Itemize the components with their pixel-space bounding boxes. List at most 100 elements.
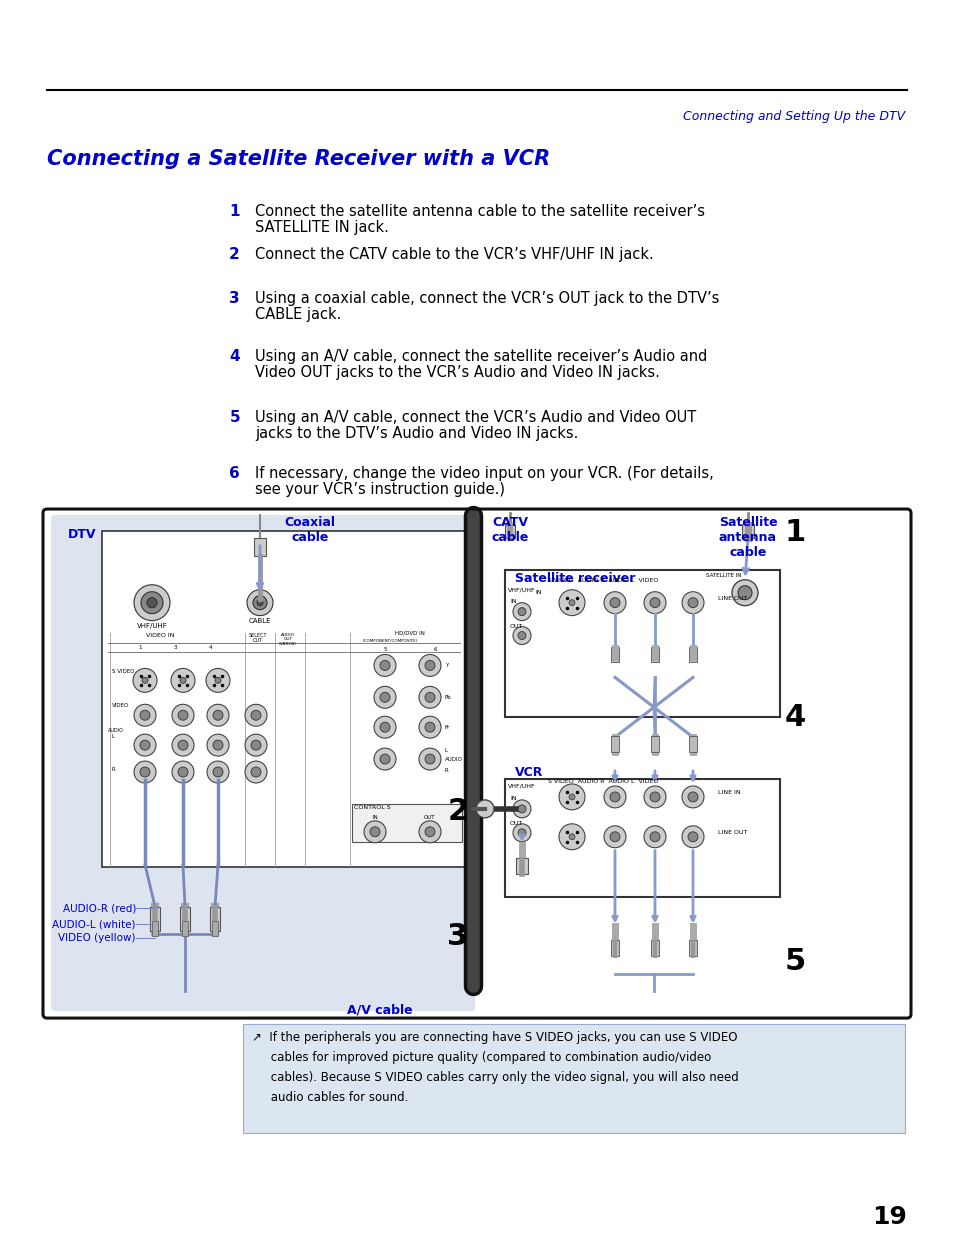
Text: LINE IN: LINE IN bbox=[718, 790, 740, 795]
Text: 2: 2 bbox=[447, 798, 468, 826]
Circle shape bbox=[609, 792, 619, 802]
Bar bbox=[516, 857, 527, 873]
Bar bbox=[610, 736, 618, 752]
Text: Satellite
antenna
cable: Satellite antenna cable bbox=[718, 516, 777, 559]
Text: Coaxial
cable: Coaxial cable bbox=[284, 516, 335, 543]
Circle shape bbox=[517, 608, 525, 615]
Circle shape bbox=[180, 677, 186, 683]
Text: Video OUT jacks to the VCR’s Audio and Video IN jacks.: Video OUT jacks to the VCR’s Audio and V… bbox=[254, 364, 659, 379]
Circle shape bbox=[643, 785, 665, 808]
Circle shape bbox=[558, 784, 584, 810]
Circle shape bbox=[133, 704, 156, 726]
Circle shape bbox=[207, 734, 229, 756]
Text: IN: IN bbox=[510, 599, 517, 604]
Text: If necessary, change the video input on your VCR. (For details,: If necessary, change the video input on … bbox=[254, 466, 713, 482]
Bar bbox=[212, 921, 218, 936]
Circle shape bbox=[424, 661, 435, 671]
Circle shape bbox=[603, 826, 625, 847]
Bar bbox=[152, 921, 158, 936]
Text: (COMPONENT/COMPOSITE): (COMPONENT/COMPOSITE) bbox=[362, 638, 417, 642]
Text: 5: 5 bbox=[383, 646, 386, 652]
Circle shape bbox=[133, 734, 156, 756]
Circle shape bbox=[513, 603, 531, 621]
Text: AUDIO: AUDIO bbox=[108, 729, 124, 734]
Text: 5: 5 bbox=[783, 947, 804, 976]
Circle shape bbox=[374, 655, 395, 677]
Circle shape bbox=[643, 592, 665, 614]
Circle shape bbox=[418, 748, 440, 771]
Circle shape bbox=[424, 826, 435, 837]
Text: R: R bbox=[444, 767, 448, 773]
Circle shape bbox=[687, 598, 698, 608]
Circle shape bbox=[245, 734, 267, 756]
Circle shape bbox=[379, 755, 390, 764]
Circle shape bbox=[424, 693, 435, 703]
Text: OUT: OUT bbox=[510, 821, 523, 826]
Text: SATELLITE IN: SATELLITE IN bbox=[705, 573, 740, 578]
Text: IN: IN bbox=[372, 815, 377, 820]
Bar bbox=[688, 736, 697, 752]
Text: IN: IN bbox=[510, 795, 517, 802]
Circle shape bbox=[172, 734, 193, 756]
Text: VHF/UHF: VHF/UHF bbox=[507, 588, 535, 593]
Text: OUT: OUT bbox=[510, 624, 523, 629]
Circle shape bbox=[245, 704, 267, 726]
Text: L: L bbox=[112, 734, 115, 740]
Circle shape bbox=[132, 668, 157, 693]
Text: Connecting and Setting Up the DTV: Connecting and Setting Up the DTV bbox=[682, 110, 904, 122]
Circle shape bbox=[374, 716, 395, 739]
Circle shape bbox=[738, 585, 751, 600]
Text: 1: 1 bbox=[783, 519, 804, 547]
Circle shape bbox=[147, 598, 157, 608]
Text: 4: 4 bbox=[783, 703, 804, 731]
Circle shape bbox=[649, 832, 659, 842]
Text: VHF/UHF: VHF/UHF bbox=[507, 784, 535, 789]
Circle shape bbox=[178, 740, 188, 750]
Circle shape bbox=[214, 677, 221, 683]
Circle shape bbox=[517, 829, 525, 837]
Circle shape bbox=[681, 592, 703, 614]
Text: S VIDEO  AUDIO R  AUDIO L  VIDEO: S VIDEO AUDIO R AUDIO L VIDEO bbox=[547, 578, 658, 583]
Circle shape bbox=[141, 592, 163, 614]
Text: Y: Y bbox=[444, 663, 448, 668]
Bar bbox=[688, 646, 697, 662]
Bar bbox=[102, 531, 464, 867]
Circle shape bbox=[172, 761, 193, 783]
Text: CONTROL S: CONTROL S bbox=[354, 805, 390, 810]
Text: 19: 19 bbox=[871, 1205, 906, 1229]
Text: Using an A/V cable, connect the VCR’s Audio and Video OUT: Using an A/V cable, connect the VCR’s Au… bbox=[254, 410, 696, 425]
Text: see your VCR’s instruction guide.): see your VCR’s instruction guide.) bbox=[254, 482, 504, 498]
Circle shape bbox=[379, 693, 390, 703]
Text: audio cables for sound.: audio cables for sound. bbox=[252, 1091, 408, 1104]
Circle shape bbox=[256, 600, 263, 605]
Bar bbox=[741, 524, 753, 538]
Circle shape bbox=[140, 740, 150, 750]
Bar bbox=[253, 538, 266, 556]
Text: Connecting a Satellite Receiver with a VCR: Connecting a Satellite Receiver with a V… bbox=[47, 149, 550, 169]
Bar bbox=[150, 906, 160, 931]
Circle shape bbox=[206, 668, 230, 693]
Circle shape bbox=[649, 792, 659, 802]
Text: ↗  If the peripherals you are connecting have S VIDEO jacks, you can use S VIDEO: ↗ If the peripherals you are connecting … bbox=[252, 1031, 737, 1044]
Circle shape bbox=[603, 592, 625, 614]
Bar bbox=[650, 940, 659, 956]
Circle shape bbox=[418, 655, 440, 677]
Circle shape bbox=[251, 710, 261, 720]
Text: 1: 1 bbox=[138, 645, 142, 650]
Text: VCR: VCR bbox=[515, 766, 543, 779]
Text: S VIDEO  AUDIO R  AUDIO L  VIDEO: S VIDEO AUDIO R AUDIO L VIDEO bbox=[547, 779, 658, 784]
Circle shape bbox=[609, 598, 619, 608]
Circle shape bbox=[140, 767, 150, 777]
Circle shape bbox=[133, 584, 170, 621]
Text: LINE OUT: LINE OUT bbox=[718, 830, 746, 835]
Circle shape bbox=[207, 761, 229, 783]
Circle shape bbox=[418, 716, 440, 739]
Circle shape bbox=[687, 792, 698, 802]
Circle shape bbox=[364, 821, 386, 842]
Circle shape bbox=[517, 805, 525, 813]
Text: VIDEO (yellow): VIDEO (yellow) bbox=[58, 934, 136, 944]
Text: cables for improved picture quality (compared to combination audio/video: cables for improved picture quality (com… bbox=[252, 1051, 711, 1063]
FancyBboxPatch shape bbox=[51, 515, 475, 1011]
Text: Connect the satellite antenna cable to the satellite receiver’s: Connect the satellite antenna cable to t… bbox=[254, 204, 704, 219]
Text: R: R bbox=[112, 767, 115, 772]
